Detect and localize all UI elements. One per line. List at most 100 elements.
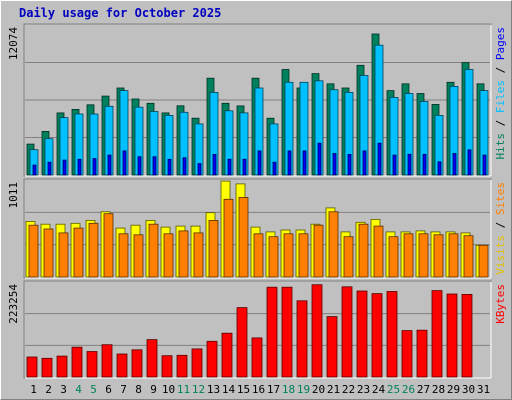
bar-sites-day-29 (448, 233, 459, 278)
bar-sites-day-30 (463, 235, 474, 278)
bar-pages-day-8 (137, 156, 142, 176)
bar-pages-day-14 (227, 158, 232, 176)
bar-kbytes-day-8 (131, 349, 143, 378)
bar-kbytes-day-24 (371, 293, 383, 378)
bar-kbytes-day-26 (401, 330, 413, 378)
bar-pages-day-22 (347, 153, 352, 176)
bar-sites-day-8 (133, 234, 144, 278)
bar-sites-day-11 (178, 230, 189, 278)
right-legend-kbytes: KBytes (494, 284, 507, 324)
bar-kbytes-day-23 (356, 290, 368, 378)
bar-pages-day-24 (377, 142, 382, 176)
bar-kbytes-day-11 (176, 354, 188, 378)
bar-kbytes-day-13 (206, 340, 218, 378)
x-tick-day-11: 11 (177, 383, 190, 396)
bar-sites-day-27 (418, 233, 429, 278)
bar-pages-day-5 (92, 158, 97, 176)
x-tick-day-15: 15 (237, 383, 250, 396)
bar-sites-day-28 (433, 234, 444, 278)
x-tick-day-14: 14 (222, 383, 236, 396)
bar-pages-day-21 (332, 153, 337, 176)
chart-title: Daily usage for October 2025 (19, 6, 222, 20)
bar-pages-day-1 (32, 164, 37, 176)
bar-pages-day-25 (392, 154, 397, 176)
bar-pages-day-16 (257, 150, 262, 176)
bar-kbytes-day-9 (146, 339, 158, 378)
bar-pages-day-20 (317, 142, 322, 176)
bar-sites-day-15 (238, 196, 249, 278)
x-tick-day-10: 10 (162, 383, 175, 396)
legend-separator: / (494, 113, 507, 133)
x-tick-day-9: 9 (150, 383, 157, 396)
x-tick-day-29: 29 (447, 383, 460, 396)
bar-kbytes-day-12 (191, 348, 203, 378)
legend-separator: / (494, 215, 507, 235)
legend-separator: / (494, 60, 507, 80)
bar-kbytes-day-17 (266, 286, 278, 378)
bar-sites-day-31 (478, 244, 489, 278)
bar-sites-day-17 (268, 236, 279, 278)
x-tick-day-19: 19 (297, 383, 310, 396)
bar-sites-day-18 (283, 233, 294, 278)
bar-kbytes-day-15 (236, 307, 248, 378)
bar-sites-day-12 (193, 232, 204, 278)
x-tick-day-22: 22 (342, 383, 355, 396)
bar-kbytes-day-29 (446, 293, 458, 378)
bar-pages-day-6 (107, 154, 112, 176)
bar-kbytes-day-6 (101, 344, 113, 378)
bar-kbytes-day-1 (26, 356, 38, 378)
bar-pages-day-26 (407, 153, 412, 176)
bar-sites-day-16 (253, 233, 264, 278)
bar-kbytes-day-21 (326, 316, 338, 378)
bar-sites-day-5 (88, 222, 99, 278)
bar-sites-day-14 (223, 198, 234, 278)
bar-kbytes-day-16 (251, 337, 263, 378)
bar-sites-day-9 (148, 223, 159, 278)
bar-pages-day-19 (302, 150, 307, 176)
bar-pages-day-11 (182, 157, 187, 176)
x-tick-day-6: 6 (105, 383, 112, 396)
bar-pages-day-29 (452, 153, 457, 176)
x-tick-day-21: 21 (327, 383, 340, 396)
bar-sites-day-10 (163, 233, 174, 278)
bar-pages-day-13 (212, 153, 217, 176)
ymax-label-visits-sites: 1011 (7, 182, 20, 209)
bar-kbytes-day-10 (161, 355, 173, 378)
right-legend-hits-files-pages: Hits / Files / Pages (494, 27, 507, 160)
bar-sites-day-19 (298, 233, 309, 278)
x-tick-day-3: 3 (60, 383, 67, 396)
x-tick-day-13: 13 (207, 383, 220, 396)
x-tick-day-17: 17 (267, 383, 280, 396)
legend-hits: Hits (494, 133, 507, 160)
bar-pages-day-17 (272, 161, 277, 176)
bar-kbytes-day-4 (71, 346, 83, 378)
x-tick-day-16: 16 (252, 383, 265, 396)
x-tick-day-12: 12 (192, 383, 205, 396)
bar-sites-day-25 (388, 236, 399, 278)
right-legend-visits-sites: Visits / Sites (494, 182, 507, 275)
bar-kbytes-day-25 (386, 291, 398, 378)
bar-kbytes-day-27 (416, 329, 428, 378)
bar-pages-day-18 (287, 150, 292, 176)
x-tick-day-2: 2 (45, 383, 52, 396)
bar-pages-day-27 (422, 153, 427, 176)
bar-kbytes-day-20 (311, 284, 323, 378)
legend-visits: Visits (494, 235, 507, 275)
bar-pages-day-7 (122, 150, 127, 176)
bar-pages-day-12 (197, 163, 202, 176)
ymax-label-hits-files-pages: 12074 (7, 27, 20, 60)
bar-pages-day-3 (62, 159, 67, 176)
bar-kbytes-day-3 (56, 355, 68, 378)
bar-kbytes-day-22 (341, 286, 353, 378)
x-tick-day-7: 7 (120, 383, 127, 396)
legend-sites: Sites (494, 182, 507, 215)
bar-sites-day-3 (58, 232, 69, 278)
bar-sites-day-7 (118, 233, 129, 278)
bar-sites-day-2 (43, 228, 54, 278)
x-tick-day-18: 18 (282, 383, 295, 396)
bar-kbytes-day-28 (431, 290, 443, 378)
bar-pages-day-4 (77, 158, 82, 176)
x-tick-day-23: 23 (357, 383, 370, 396)
